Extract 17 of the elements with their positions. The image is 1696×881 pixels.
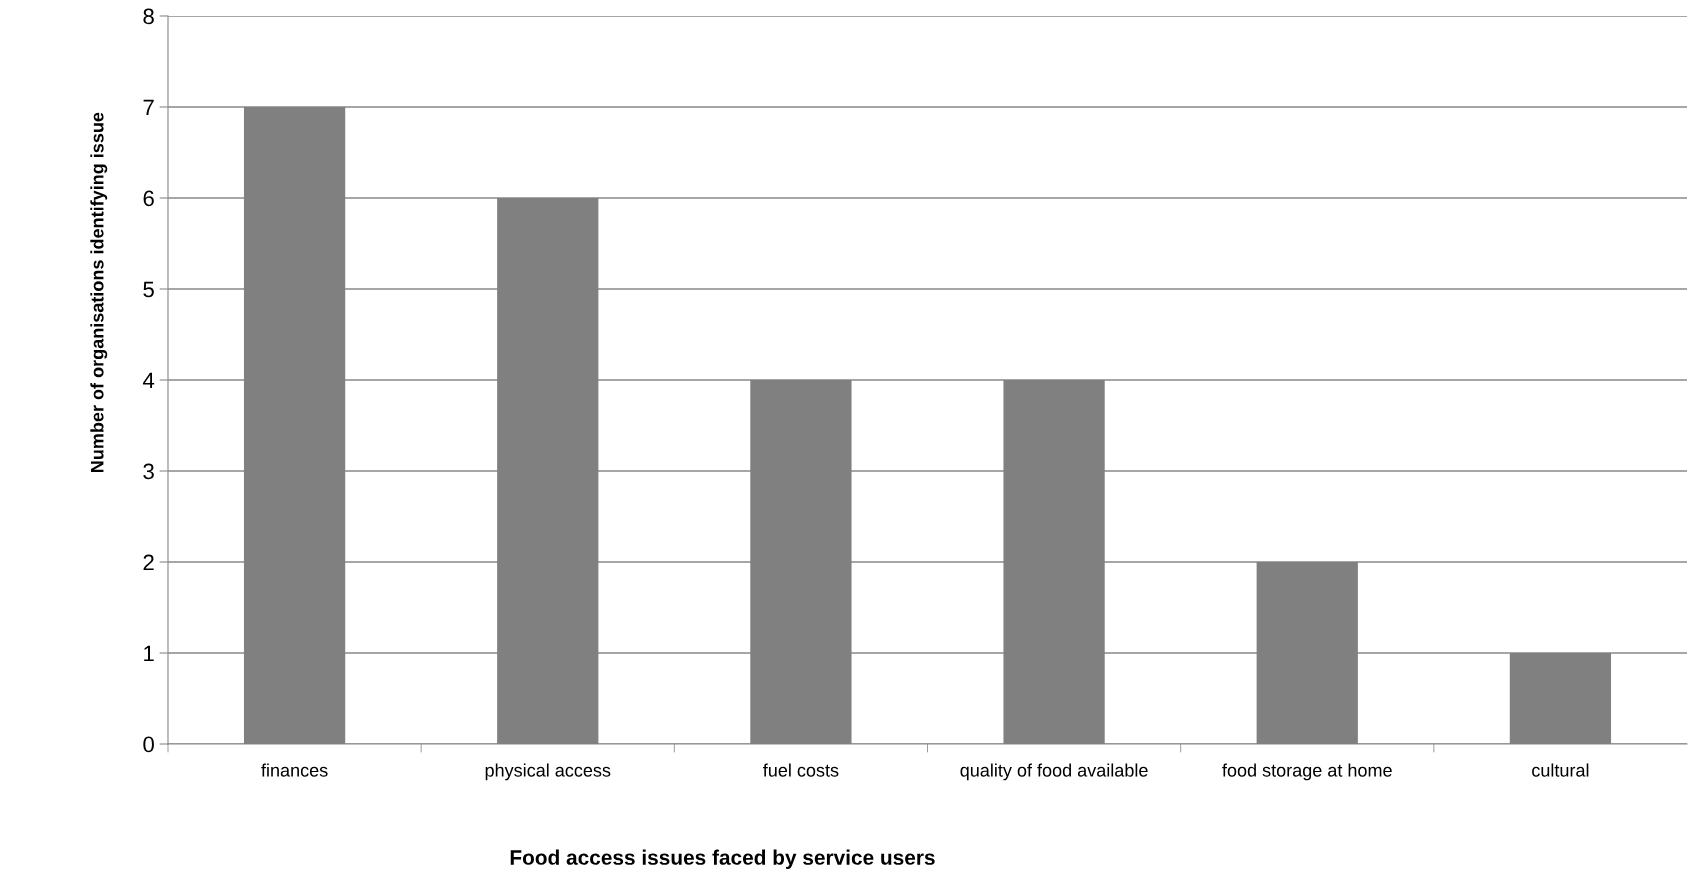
y-tick-label: 0	[143, 736, 154, 753]
x-tick-label: physical access	[485, 763, 611, 781]
x-tick-label: cultural	[1532, 763, 1589, 777]
y-tick-label: 1	[144, 645, 154, 662]
y-tick-label: 8	[143, 8, 154, 25]
x-tick-label: finances	[261, 763, 328, 777]
y-tick-label: 7	[143, 99, 154, 116]
y-tick-label: 4	[142, 372, 155, 389]
y-tick-label: 6	[143, 190, 154, 207]
y-axis-title: Number of organisations identifying issue	[90, 112, 108, 472]
y-tick-label: 2	[143, 554, 154, 571]
x-tick-label: quality of food available	[960, 763, 1148, 781]
x-tick-label: fuel costs	[763, 763, 839, 777]
x-tick-label: food storage at home	[1222, 763, 1392, 781]
x-axis-title: Food access issues faced by service users	[510, 849, 935, 869]
y-tick-label: 5	[143, 281, 154, 298]
y-tick-label: 3	[143, 463, 154, 480]
